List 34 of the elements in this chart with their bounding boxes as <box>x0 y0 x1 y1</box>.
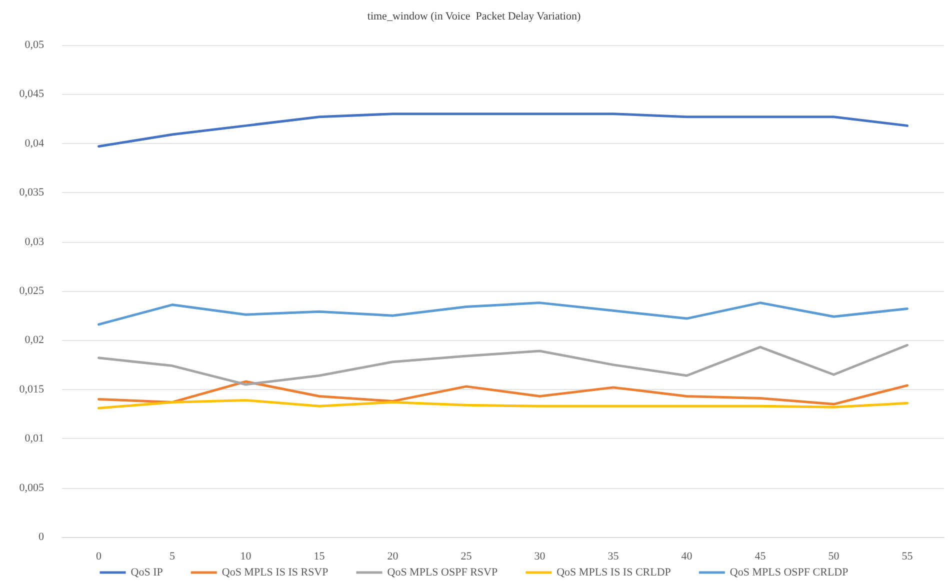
y-tick-label: 0,025 <box>19 285 44 297</box>
y-tick-label: 0 <box>38 531 44 543</box>
y-tick-label: 0,045 <box>19 88 44 100</box>
x-tick-label: 10 <box>240 550 252 562</box>
x-tick-label: 20 <box>387 550 399 562</box>
legend-label: QoS MPLS OSPF CRLDP <box>730 566 848 578</box>
x-tick-label: 25 <box>460 550 472 562</box>
legend-label: QoS MPLS IS IS CRLDP <box>556 566 671 578</box>
y-tick-label: 0,01 <box>24 432 44 445</box>
y-tick-label: 0,015 <box>19 383 44 396</box>
x-tick-label: 30 <box>534 550 546 562</box>
y-tick-label: 0,035 <box>19 186 44 199</box>
y-tick-label: 0,05 <box>24 39 44 51</box>
y-tick-label: 0,02 <box>24 334 44 346</box>
legend-label: QoS MPLS OSPF RSVP <box>387 566 498 578</box>
x-tick-label: 0 <box>96 550 102 562</box>
line-series <box>98 302 908 326</box>
y-tick-label: 0,03 <box>24 236 44 248</box>
legend-label: QoS IP <box>130 566 163 578</box>
legend-label: QoS MPLS IS IS RSVP <box>222 566 328 578</box>
x-tick-label: 50 <box>828 550 840 562</box>
line-series <box>98 380 908 406</box>
x-tick-label: 55 <box>902 550 914 562</box>
line-series <box>98 344 908 386</box>
x-tick-label: 15 <box>314 550 326 562</box>
x-tick-label: 40 <box>681 550 693 562</box>
y-tick-label: 0,005 <box>19 482 44 494</box>
line-series <box>98 398 908 410</box>
y-tick-label: 0,04 <box>24 137 44 150</box>
x-tick-label: 45 <box>754 550 766 562</box>
line-series <box>98 112 908 148</box>
chart-title: time_window (in Voice Packet Delay Variation) <box>367 10 581 22</box>
x-tick-label: 5 <box>170 550 176 562</box>
x-tick-label: 35 <box>608 550 620 562</box>
